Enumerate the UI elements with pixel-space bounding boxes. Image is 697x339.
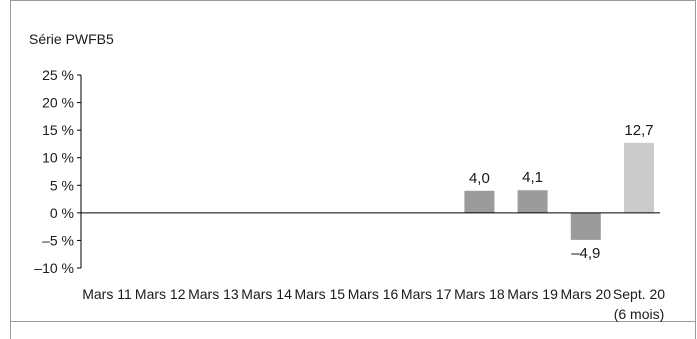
chart-frame	[10, 0, 696, 339]
bar-mars-19	[517, 190, 548, 213]
bar-mars-20	[570, 212, 601, 240]
x-tick-label: Mars 12	[135, 286, 186, 302]
y-tick-label: –10 %	[34, 260, 74, 276]
y-tick-label: 10 %	[42, 150, 74, 166]
x-tick-label: Mars 16	[348, 286, 399, 302]
y-tick-label: 5 %	[50, 177, 74, 193]
x-tick-label: Mars 13	[188, 286, 239, 302]
frame-top-border	[10, 0, 696, 1]
x-tick-label: Mars 17	[401, 286, 452, 302]
y-tick-label: 15 %	[42, 122, 74, 138]
x-tick-label: Mars 19	[507, 286, 558, 302]
x-tick-label: Mars 18	[454, 286, 505, 302]
x-tick-label: Mars 14	[241, 286, 292, 302]
data-label: –4,9	[571, 245, 600, 262]
y-tick-label: 0 %	[50, 205, 74, 221]
chart-title: Série PWFB5	[29, 31, 114, 47]
data-label: 4,1	[522, 169, 543, 186]
x-tick-label: Mars 20	[561, 286, 612, 302]
bar-mars-18	[464, 190, 495, 213]
x-tick-label: Mars 15	[295, 286, 346, 302]
y-tick-label: –5 %	[42, 232, 74, 248]
data-label: 4,0	[469, 170, 490, 187]
frame-bottom-border	[10, 321, 696, 322]
y-tick-label: 20 %	[42, 95, 74, 111]
y-tick-label: 25 %	[42, 67, 74, 83]
data-label: 12,7	[624, 122, 653, 139]
bar-sept-20	[624, 142, 654, 213]
x-tick-sublabel: (6 mois)	[614, 306, 665, 322]
x-tick-label: Mars 11	[82, 286, 132, 302]
x-tick-label: Sept. 20	[613, 286, 665, 302]
